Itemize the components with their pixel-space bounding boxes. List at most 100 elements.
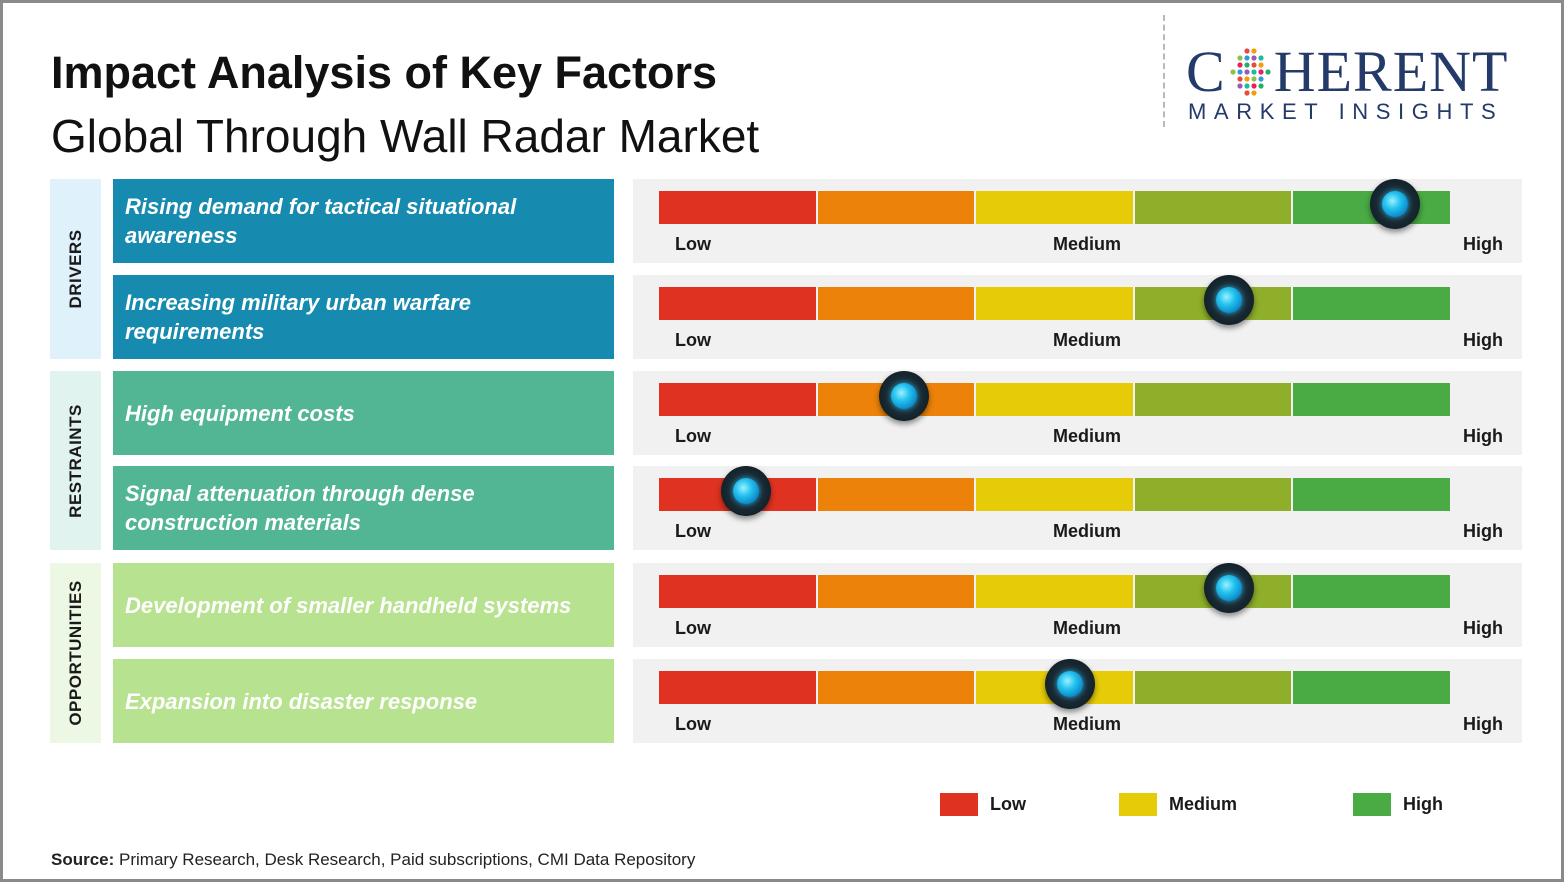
impact-marker [1369,179,1420,229]
impact-marker [1045,659,1096,709]
logo-dot [1237,83,1243,89]
logo-dot [1237,55,1243,61]
factor-text: Development of smaller handheld systems [125,592,572,618]
impact-marker-core [733,478,759,504]
logo-dot [1251,55,1257,61]
logo-dot [1265,69,1271,75]
factor-text: Increasing military urban warfare requir… [125,290,472,344]
logo-dot [1251,69,1257,75]
page-title: Impact Analysis of Key Factors [51,47,718,98]
impact-bar-segment [659,671,816,704]
tick-label-low: Low [675,521,711,541]
impact-bar-segment [976,287,1133,320]
tick-label-medium: Medium [1053,521,1122,541]
factor-text: Rising demand for tactical situational a… [125,194,517,248]
logo-dot [1237,62,1243,68]
logo-dot [1258,76,1264,82]
tick-label-high: High [1463,618,1503,638]
impact-scale-panel: Low Medium High [633,275,1522,359]
impact-bar-segment [976,575,1133,608]
source-text: Primary Research, Desk Research, Paid su… [114,850,696,869]
tick-label-low: Low [675,618,711,638]
factor-box: Expansion into disaster response [113,659,614,743]
impact-marker-core [891,383,918,409]
category-block-opportunities: OPPORTUNITIES [50,563,101,743]
logo-word-rest: HERENT [1273,39,1509,104]
logo-dot [1230,69,1236,75]
factor-box: High equipment costs [113,371,614,455]
logo-dot [1258,62,1264,68]
tick-label-high: High [1463,521,1503,541]
impact-bar [659,563,1450,613]
tick-label-high: High [1463,234,1503,254]
impact-bar-segment [1293,575,1450,608]
logo-letter-c: C [1186,39,1226,104]
impact-bar-segment [1134,478,1292,511]
impact-bar-segment [1293,383,1450,416]
logo-dot [1258,69,1264,75]
logo-divider [1163,15,1165,127]
impact-bar-segment [659,575,816,608]
impact-bar [659,466,1450,516]
category-block-restraints: RESTRAINTS [50,371,101,550]
tick-label-high: High [1463,330,1503,350]
source-note: Source: Primary Research, Desk Research,… [51,850,695,870]
impact-marker-core [1057,671,1084,697]
impact-marker [1203,275,1254,325]
category-block-drivers: DRIVERS [50,179,101,359]
logo-dot [1237,76,1243,82]
logo-dot [1244,48,1250,54]
impact-bar-segment [1293,671,1450,704]
factor-box: Development of smaller handheld systems [113,563,614,647]
impact-marker [1203,563,1254,613]
category-label: RESTRAINTS [65,403,85,518]
legend-swatch [1119,793,1157,816]
impact-marker-core [1381,191,1408,217]
impact-marker-core [1215,575,1242,601]
logo-dot [1251,48,1257,54]
impact-scale-panel: Low Medium High [633,371,1522,455]
tick-label-medium: Medium [1053,618,1122,638]
company-logo: C HERENT [1186,43,1508,101]
impact-bar-segment [659,287,816,320]
impact-bar-segment [659,383,816,416]
logo-dot [1258,55,1264,61]
impact-bar-segment [976,478,1133,511]
logo-dot [1244,83,1250,89]
impact-marker [879,371,930,421]
tick-label-low: Low [675,330,711,350]
impact-bar-segment [1293,287,1450,320]
impact-bar-segment [817,575,975,608]
logo-dot [1251,83,1257,89]
impact-scale-panel: Low Medium High [633,563,1522,647]
impact-scale-panel: Low Medium High [633,659,1522,743]
logo-dots-icon [1230,48,1271,96]
factor-box: Increasing military urban warfare requir… [113,275,614,359]
impact-bar-segment [817,671,975,704]
impact-scale-panel: Low Medium High [633,179,1522,263]
category-label: OPPORTUNITIES [65,580,85,726]
tick-label-medium: Medium [1053,330,1122,350]
category-label: DRIVERS [65,229,85,309]
logo-dot [1237,69,1243,75]
impact-bar-segment [1134,671,1292,704]
tick-label-low: Low [675,426,711,446]
factor-box: Signal attenuation through dense constru… [113,466,614,550]
logo-dot [1251,62,1257,68]
legend-swatch [940,793,978,816]
legend-label: High [1403,794,1443,814]
impact-bar-segment [1293,478,1450,511]
impact-bar-segment [1134,383,1292,416]
impact-bar-segment [1134,191,1292,224]
impact-bar-segment [659,191,816,224]
factor-text: Signal attenuation through dense constru… [125,481,475,535]
impact-scale-panel: Low Medium High [633,466,1522,550]
tick-label-medium: Medium [1053,426,1122,446]
impact-bar-segment [976,191,1133,224]
impact-bar [659,179,1450,229]
legend-swatch [1353,793,1391,816]
logo-dot [1244,62,1250,68]
logo-dot [1244,69,1250,75]
tick-label-high: High [1463,714,1503,734]
